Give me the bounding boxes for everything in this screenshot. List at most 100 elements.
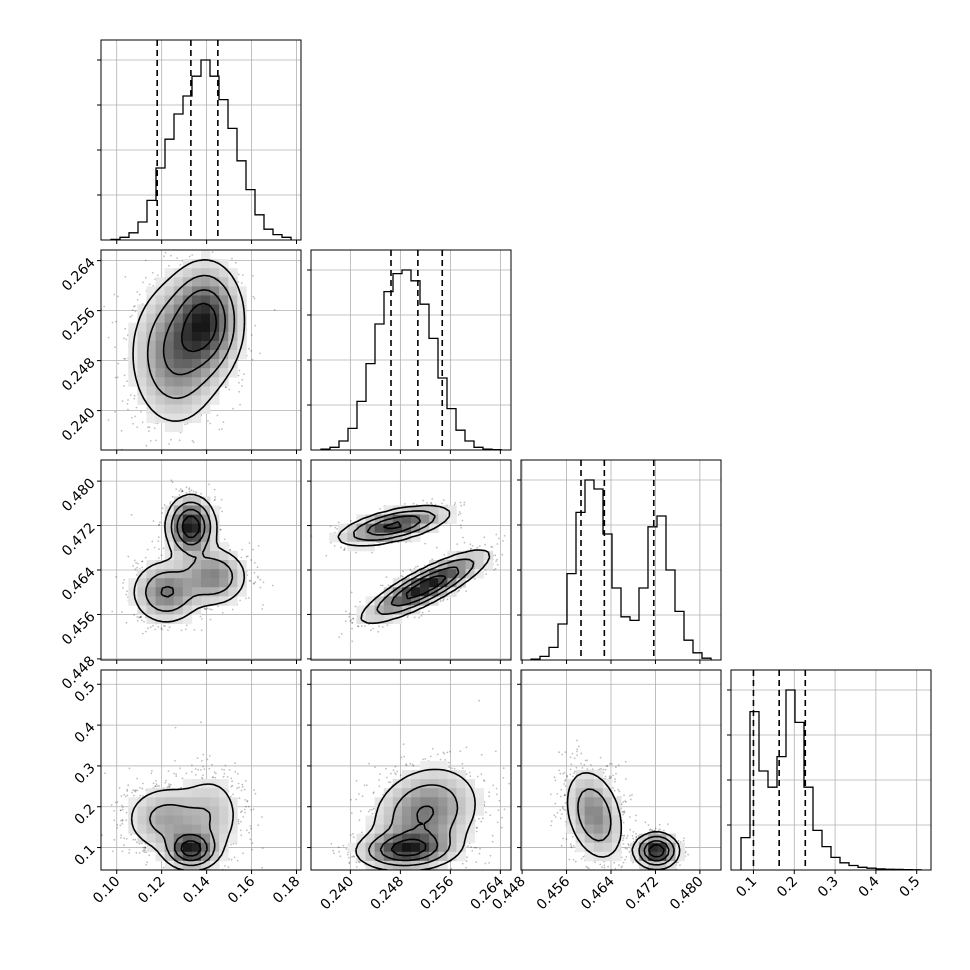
scatter-point	[111, 610, 114, 613]
density-bin	[146, 377, 156, 387]
density-bin	[182, 304, 193, 314]
density-bin	[173, 359, 184, 369]
density-bin	[182, 340, 193, 351]
density-bin	[173, 377, 184, 387]
scatter-point	[157, 540, 160, 542]
scatter-point	[431, 498, 434, 500]
scatter-point	[176, 257, 179, 259]
density-bin	[182, 569, 193, 579]
density-bin	[237, 578, 247, 588]
density-bin	[146, 286, 156, 296]
scatter-point	[261, 608, 264, 610]
density-bin	[201, 286, 211, 296]
density-bin	[155, 286, 165, 296]
density-bin	[210, 523, 220, 534]
scatter-point	[148, 430, 150, 432]
scatter-point	[370, 629, 372, 632]
density-bin	[191, 578, 202, 588]
scatter-point	[170, 461, 172, 463]
density-bin	[173, 368, 184, 378]
scatter-point	[157, 626, 160, 628]
density-bin	[237, 350, 247, 360]
scatter-point	[387, 584, 390, 587]
density-bin	[219, 359, 229, 369]
density-bin	[201, 277, 211, 287]
density-bin	[173, 277, 184, 287]
scatter-point	[239, 599, 242, 602]
density-bin	[219, 541, 229, 552]
density-bin	[228, 268, 238, 278]
density-bin	[237, 587, 247, 597]
scatter-point	[124, 275, 127, 278]
density-bin	[173, 404, 184, 414]
scatter-point	[129, 394, 132, 396]
scatter-point	[191, 439, 194, 442]
scatter-point	[257, 576, 259, 579]
scatter-point	[127, 555, 130, 558]
density-bin	[191, 368, 202, 378]
density-bin	[182, 496, 193, 506]
scatter-point	[114, 410, 116, 413]
density-bin	[210, 368, 220, 378]
scatter-point	[381, 584, 384, 587]
scatter-point	[208, 483, 211, 486]
scatter-point	[133, 394, 136, 397]
density-bin	[182, 331, 193, 342]
scatter-point	[140, 411, 143, 413]
density-bin	[210, 295, 220, 305]
scatter-point	[114, 346, 116, 348]
scatter-point	[123, 385, 125, 387]
density-bin	[164, 569, 175, 579]
scatter-point	[158, 523, 161, 526]
density-bin	[173, 322, 184, 333]
scatter-point	[250, 559, 253, 561]
scatter-point	[184, 423, 187, 426]
scatter-point	[158, 524, 160, 526]
scatter-point	[161, 628, 163, 631]
scatter-point	[131, 309, 134, 312]
scatter-point	[141, 566, 144, 569]
density-bin	[191, 541, 202, 552]
scatter-point	[168, 443, 171, 445]
density-bin	[164, 523, 175, 534]
scatter-point	[139, 616, 142, 618]
y-tick-label: 0.480	[59, 475, 99, 515]
scatter-point	[349, 520, 352, 522]
scatter-point	[123, 337, 125, 340]
density-bin	[137, 340, 147, 351]
scatter-point	[121, 611, 123, 613]
density-bin	[173, 569, 184, 579]
y-tick-label: 0.256	[59, 305, 99, 345]
density-bin	[201, 250, 211, 260]
scatter-point	[133, 559, 136, 562]
density-bin	[173, 550, 184, 561]
scatter-point	[185, 624, 188, 627]
density-bin	[173, 587, 184, 597]
scatter-point	[474, 578, 476, 580]
scatter-point	[240, 556, 243, 559]
density-bin	[210, 268, 220, 278]
scatter-point	[113, 293, 116, 296]
scatter-point	[413, 616, 416, 619]
scatter-point	[465, 590, 467, 592]
density-bin	[182, 322, 193, 333]
density-bin	[201, 331, 211, 342]
scatter-point	[241, 385, 243, 387]
scatter-point	[259, 578, 262, 581]
density-bin	[191, 395, 202, 405]
density-bin	[155, 368, 165, 378]
scatter-point	[463, 501, 466, 504]
scatter-point	[519, 533, 521, 535]
scatter-point	[204, 608, 206, 610]
scatter-point	[157, 557, 160, 559]
scatter-point	[257, 575, 259, 578]
density-bin	[128, 578, 138, 588]
scatter-point	[156, 453, 158, 455]
density-bin	[191, 496, 202, 506]
scatter-point	[238, 369, 241, 372]
scatter-point	[381, 626, 384, 628]
density-bin	[228, 340, 238, 351]
density-bin	[182, 359, 193, 369]
scatter-point	[141, 421, 144, 424]
scatter-point	[494, 567, 497, 570]
